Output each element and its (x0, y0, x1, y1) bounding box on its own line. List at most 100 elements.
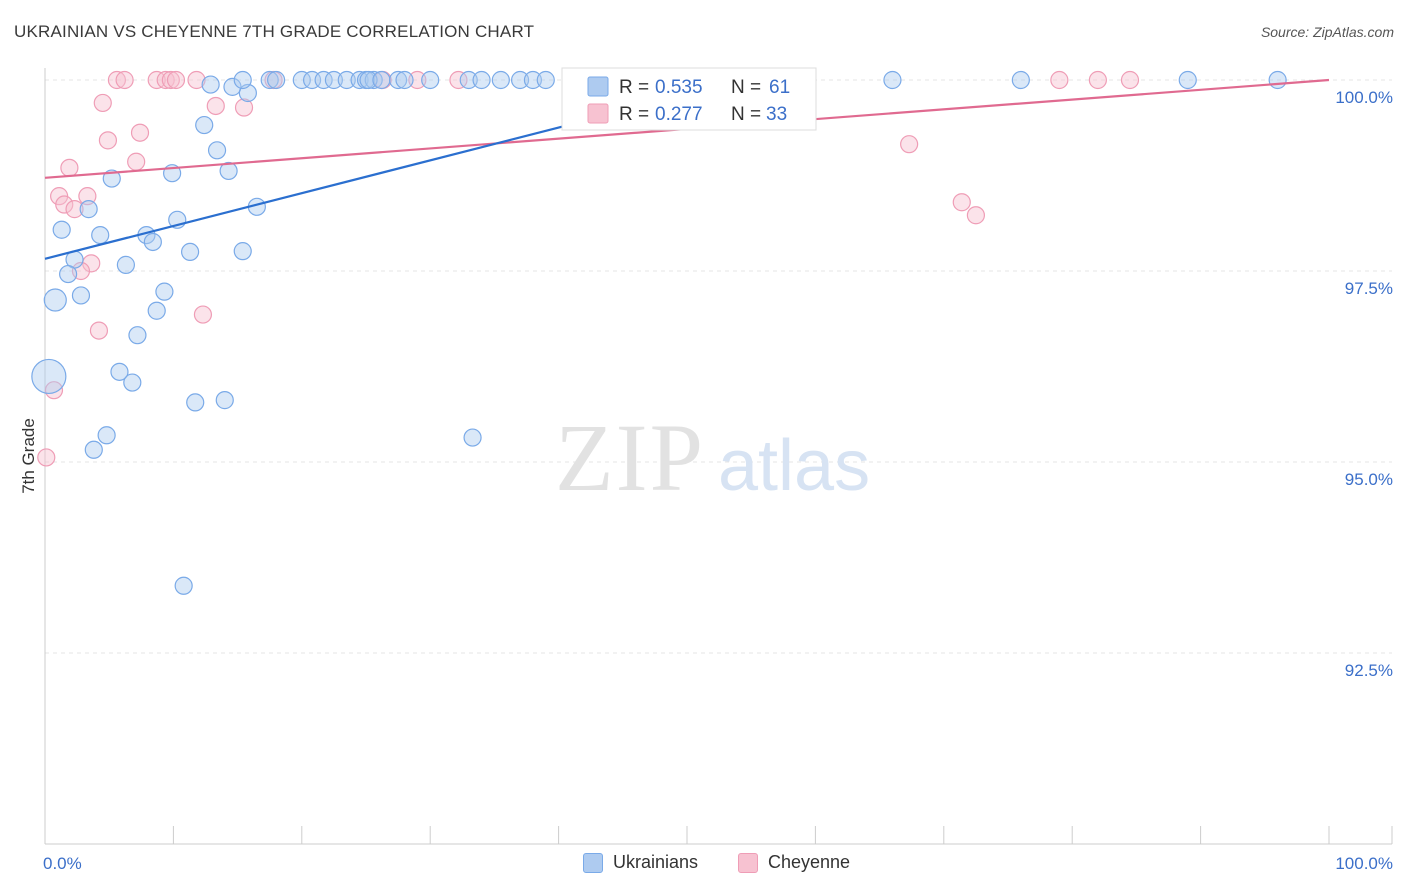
ukrainian-point-16 (389, 70, 408, 90)
cheyenne-point-27 (966, 206, 986, 225)
legend-n-label-1: N = (731, 77, 761, 98)
cheyenne-point-25 (65, 200, 84, 219)
ukrainian-point-34 (195, 115, 214, 135)
stats-legend: R = 0.535 N = 61 R = 0.277 N = 33 (561, 67, 817, 131)
y-tick-label-2: 95.0% (1345, 470, 1393, 489)
cheyenne-point-19 (900, 135, 919, 154)
cheyenne-point-26 (952, 193, 971, 212)
cheyenne-point-20 (127, 152, 146, 171)
cheyenne-point-12 (1088, 70, 1107, 90)
ukrainian-point-49 (116, 255, 135, 274)
ukrainian-point-63 (84, 440, 103, 459)
y-tick-label-0: 100.0% (1335, 88, 1393, 107)
ukrainian-point-51 (155, 282, 174, 301)
watermark: ZIP atlas (555, 404, 870, 511)
cheyenne-point-33 (37, 448, 56, 467)
ukrainian-point-17 (395, 70, 414, 90)
legend-n-label-2: N = (731, 104, 761, 125)
cheyenne-point-32 (44, 381, 64, 400)
ukrainian-point-39 (79, 200, 98, 219)
swatch-ukrainians (583, 852, 603, 873)
ukrainian-point-10 (337, 70, 356, 90)
cheyenne-point-10 (449, 70, 468, 90)
legend-label-cheyenne: Cheyenne (768, 852, 851, 872)
gridlines (45, 79, 1392, 654)
x-tick-label-1: 100.0% (1335, 854, 1393, 873)
ukrainian-point-62 (463, 428, 482, 447)
legend-item-ukrainians: Ukrainians (583, 852, 698, 873)
ukrainian-point-46 (180, 242, 200, 261)
legend-swatch-cheyenne (587, 103, 609, 124)
cheyenne-point-31 (89, 321, 109, 340)
legend-item-cheyenne: Cheyenne (738, 852, 850, 873)
cheyenne-point-16 (234, 98, 254, 117)
ukrainian-point-43 (91, 225, 110, 245)
ukrainian-point-24 (536, 70, 555, 90)
ukrainian-point-36 (219, 161, 238, 181)
y-tick-labels: 100.0% 97.5% 95.0% 92.5% (1335, 88, 1393, 680)
cheyenne-point-0 (107, 70, 127, 90)
ukrainian-point-5 (267, 70, 286, 90)
ukrainian-point-35 (207, 141, 227, 160)
ukrainian-point-60 (186, 393, 205, 412)
ukrainian-point-20 (472, 70, 491, 90)
cheyenne-point-9 (408, 70, 427, 90)
cheyenne-point-14 (93, 93, 112, 113)
chart-title: UKRAINIAN VS CHEYENNE 7TH GRADE CORRELAT… (14, 22, 535, 41)
cheyenne-point-15 (206, 96, 225, 116)
cheyenne-point-4 (161, 70, 180, 90)
ukrainian-point-57 (110, 362, 129, 381)
legend-n-value-2: 33 (766, 104, 787, 125)
ukrainian-point-3 (233, 70, 252, 90)
y-axis-label: 7th Grade (19, 418, 38, 494)
ukrainian-point-9 (324, 70, 343, 90)
legend-r-value-1: 0.535 (655, 77, 703, 98)
legend-r-label-2: R = (619, 104, 649, 125)
ukrainian-point-15 (372, 70, 391, 90)
cheyenne-point-18 (98, 131, 118, 150)
ukrainian-point-22 (510, 70, 530, 90)
y-tick-label-1: 97.5% (1345, 279, 1393, 298)
cheyenne-point-24 (55, 195, 74, 214)
ukrainian-point-54 (147, 301, 166, 320)
source-note: Source: ZipAtlas.com (1260, 24, 1394, 40)
series-legend: Ukrainians Cheyenne (0, 850, 1406, 880)
ukrainian-point-6 (292, 70, 311, 90)
cheyenne-point-1 (115, 70, 134, 90)
ukrainian-point-61 (97, 426, 116, 445)
legend-swatch-ukrainians (587, 76, 609, 97)
ukrainian-point-14 (359, 70, 378, 90)
ukrainian-point-45 (143, 232, 162, 252)
cheyenne-point-3 (156, 70, 175, 90)
ukrainian-point-13 (364, 70, 383, 90)
cheyenne-point-5 (166, 70, 186, 90)
ukrainian-point-21 (491, 70, 510, 90)
ukrainian-point-4 (260, 70, 279, 90)
ukrainian-point-38 (102, 169, 121, 188)
ukrainian-point-1 (223, 77, 242, 96)
ukrainian-point-50 (59, 264, 78, 284)
ukrainian-point-55 (128, 326, 147, 345)
cheyenne-point-30 (193, 305, 213, 324)
ukrainian-point-53 (43, 288, 67, 312)
legend-n-value-1: 61 (769, 77, 790, 98)
ukrainian-point-8 (314, 70, 333, 90)
ukrainian-point-19 (459, 70, 478, 90)
ukrainian-point-64 (174, 576, 193, 595)
x-ticks (44, 826, 1393, 844)
ukrainian-point-47 (233, 242, 252, 261)
watermark-zip: ZIP (555, 404, 705, 511)
ukrainian-point-32 (1178, 70, 1197, 90)
cheyenne-point-6 (187, 70, 206, 90)
y-tick-label-3: 92.5% (1345, 661, 1393, 680)
watermark-atlas: atlas (718, 426, 870, 506)
ukrainian-point-59 (215, 391, 234, 410)
ukrainian-point-33 (1268, 70, 1287, 90)
cheyenne-point-21 (60, 158, 79, 177)
ukrainian-point-52 (71, 286, 91, 305)
legend-r-value-2: 0.277 (655, 104, 703, 125)
legend-label-ukrainians: Ukrainians (613, 852, 699, 872)
ukrainian-point-30 (883, 70, 902, 90)
ukrainian-point-18 (421, 70, 440, 90)
